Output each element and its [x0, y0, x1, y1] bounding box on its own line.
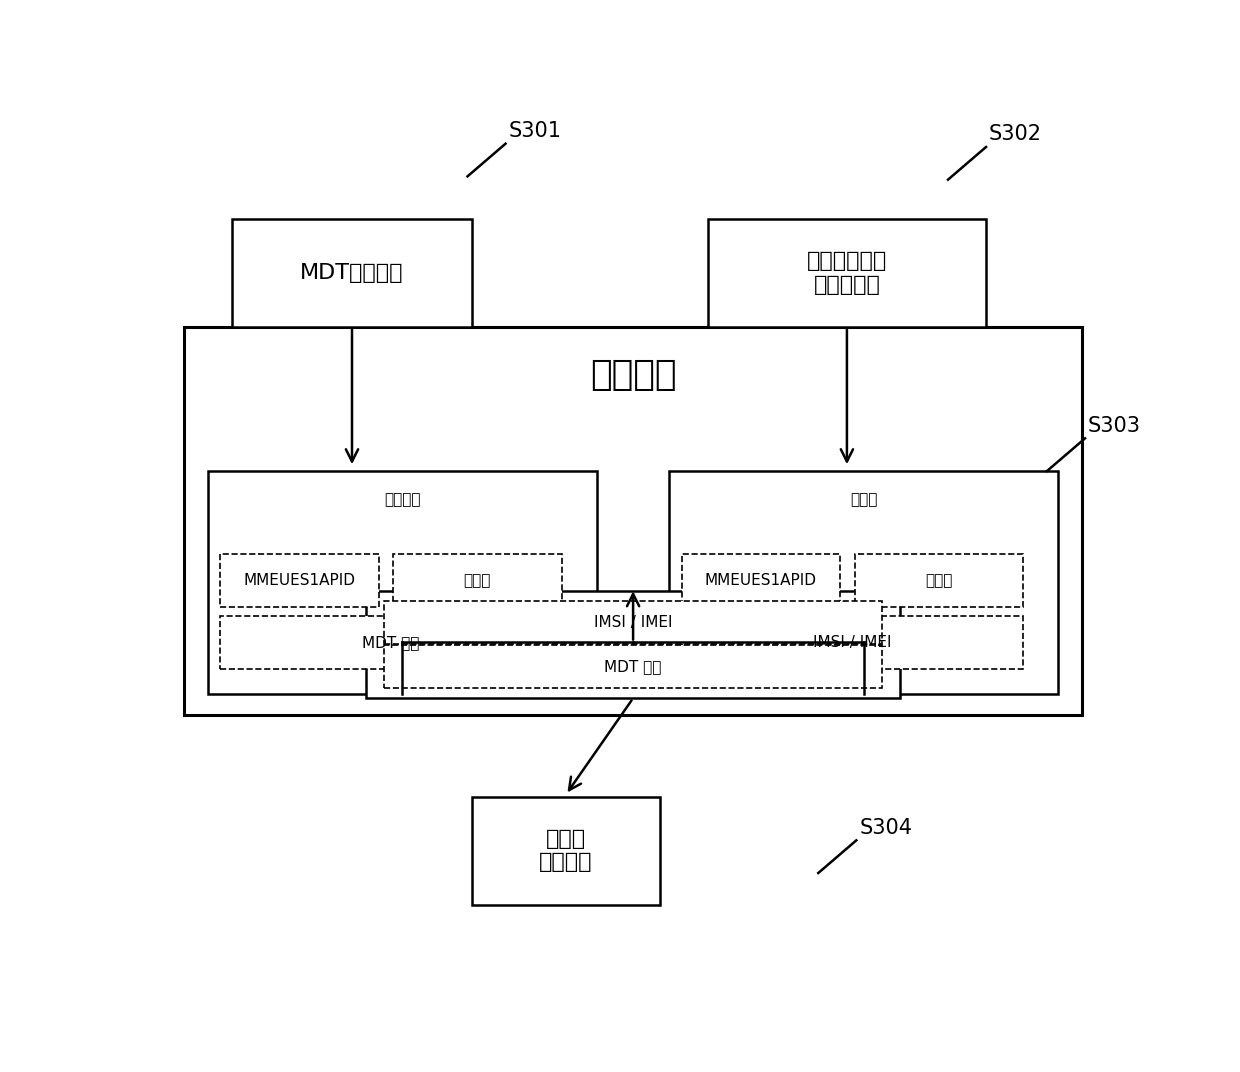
Text: IMSI / IMEI: IMSI / IMEI	[813, 635, 892, 650]
Bar	[682, 615, 1023, 669]
Bar	[367, 591, 900, 698]
Bar	[682, 554, 841, 608]
Text: S302: S302	[990, 124, 1042, 145]
Bar	[383, 645, 883, 688]
Text: S301: S301	[508, 121, 562, 142]
Text: MDT 数据: MDT 数据	[604, 659, 662, 674]
Bar	[184, 327, 1083, 715]
Bar	[221, 615, 562, 669]
Text: 数据关联: 数据关联	[590, 358, 676, 392]
Bar	[393, 554, 562, 608]
Bar	[221, 554, 379, 608]
Text: S304: S304	[859, 818, 913, 838]
Bar	[232, 220, 472, 327]
Bar	[708, 220, 986, 327]
Text: 有经纬度: 有经纬度	[384, 492, 420, 507]
Bar	[383, 600, 883, 643]
Text: 存储到
数据单元: 存储到 数据单元	[539, 830, 593, 873]
Bar	[854, 554, 1023, 608]
Text: MMEUES1APID: MMEUES1APID	[704, 574, 817, 589]
Bar	[670, 472, 1059, 694]
Text: 时间戳: 时间戳	[464, 574, 491, 589]
Text: IMSI / IMEI: IMSI / IMEI	[594, 614, 672, 629]
Text: MMEUES1APID: MMEUES1APID	[243, 574, 356, 589]
Text: MDT 数据: MDT 数据	[362, 635, 419, 650]
Bar	[208, 472, 598, 694]
Text: 时间戳: 时间戳	[925, 574, 952, 589]
Text: MDT数据采集: MDT数据采集	[300, 263, 404, 283]
Text: 控制面: 控制面	[851, 492, 878, 507]
Text: S303: S303	[1087, 416, 1141, 436]
Bar	[472, 798, 660, 905]
Text: 信令数据采集
（控制面）: 信令数据采集 （控制面）	[807, 252, 887, 295]
